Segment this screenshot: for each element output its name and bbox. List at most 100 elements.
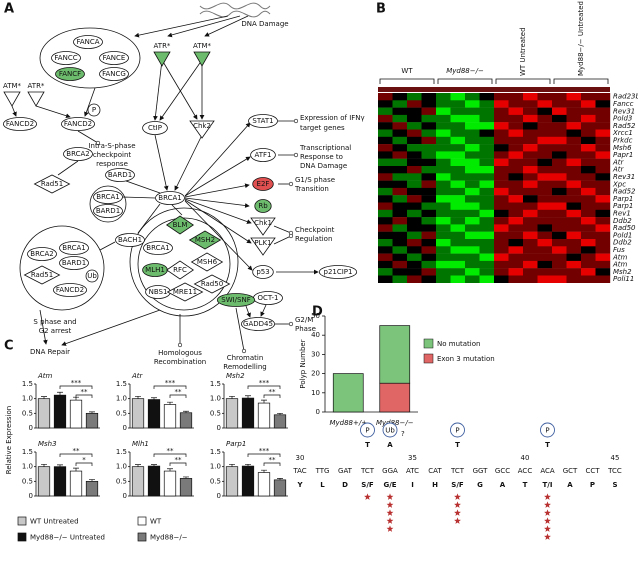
heatmap-cell [494, 239, 509, 247]
heatmap-cell [392, 166, 408, 174]
error-bar [89, 479, 95, 482]
heatmap-cell [436, 268, 451, 276]
group-label: WT Untreated [519, 27, 527, 76]
heatmap-cell [595, 187, 611, 196]
heatmap-cell [523, 122, 538, 130]
heatmap-cell [465, 122, 480, 130]
mutation-star [386, 517, 394, 524]
heatmap-cell [595, 173, 611, 181]
heatmap-cell [392, 144, 408, 152]
y-tick-label: 1.0 [22, 463, 33, 471]
heatmap-cell [494, 107, 509, 116]
heatmap-cell [508, 129, 524, 137]
heatmap-cell [494, 144, 509, 152]
heatmap-cell [552, 173, 567, 181]
heatmap-cell [595, 275, 611, 283]
node-shape [250, 148, 276, 162]
heatmap-cell [494, 231, 509, 240]
panel-label: C [4, 339, 14, 354]
modification-circle [382, 422, 398, 438]
chart-title: Mlh1 [132, 440, 149, 448]
bar-segment [379, 382, 411, 413]
node-label: p21CIP1 [324, 268, 353, 276]
heatmap-cell [508, 122, 524, 130]
heatmap-cell [407, 136, 422, 145]
heatmap-cell [494, 93, 509, 101]
heatmap-cell [581, 246, 596, 254]
heatmap-cell [494, 246, 509, 254]
pathway-edge [273, 225, 294, 236]
heatmap-cell [552, 246, 567, 254]
row-label: Fus [613, 246, 625, 254]
y-tick-label: 0.5 [210, 477, 221, 485]
heatmap-cell [450, 122, 466, 130]
heatmap-cell [552, 166, 567, 174]
node-label: FANCD2 [64, 120, 92, 128]
heatmap-cell [392, 173, 408, 181]
heatmap-cell [392, 202, 408, 210]
heatmap-cell [465, 231, 480, 240]
heatmap-cell [378, 166, 393, 174]
row-label: Atr [612, 166, 625, 174]
heatmap-cell [436, 144, 451, 152]
heatmap-cell [552, 253, 567, 262]
mutation-star [544, 517, 551, 524]
row-label: Rad52 [613, 122, 636, 130]
heatmap-cell [552, 114, 567, 123]
heatmap-cell [407, 158, 422, 167]
heatmap-cell [595, 151, 611, 159]
x-tick-label: Myd88+/+ [329, 419, 367, 427]
heatmap-cell [465, 224, 480, 232]
heatmap-cell [436, 224, 451, 232]
node-label: BARD1 [108, 171, 132, 179]
heatmap-cell [537, 187, 553, 196]
row-label: Rev31 [613, 173, 635, 181]
chart-title: Atm [37, 372, 53, 380]
node-label: Rad51 [41, 180, 63, 188]
heatmap-cell [494, 202, 509, 210]
legend-label: No mutation [437, 340, 480, 348]
heatmap-cell [494, 114, 509, 123]
heatmap-cell [450, 195, 466, 203]
node-shape [318, 265, 358, 279]
bar [179, 412, 193, 429]
heatmap-cell [436, 100, 451, 108]
codon: GGA [382, 467, 398, 475]
heatmap-cell [552, 195, 567, 203]
heatmap-cell [537, 136, 553, 145]
node-shape [193, 274, 231, 294]
codon: ACC [518, 467, 533, 475]
heatmap-cell [537, 202, 553, 210]
heatmap-cell [508, 246, 524, 254]
node-label: E2F [257, 180, 270, 188]
heatmap-cell [407, 195, 422, 203]
node-shape [55, 67, 85, 81]
heatmap-cell [479, 151, 495, 159]
significance-label: * [82, 456, 86, 464]
node-shape [61, 117, 96, 131]
heatmap-cell [508, 202, 524, 210]
heatmap-cell [450, 275, 466, 283]
heatmap-cell [595, 122, 611, 130]
heatmap-cell [450, 246, 466, 254]
bar [85, 412, 99, 429]
pathway-edge [204, 15, 249, 37]
node-shape [99, 67, 129, 81]
heatmap-cell [508, 107, 524, 116]
row-label: Xrcc1 [612, 129, 633, 137]
heatmap-cell [479, 173, 495, 181]
heatmap-cell [479, 144, 495, 152]
y-tick-label: 0.5 [22, 477, 33, 485]
group-label: Myd88−/− Untreated [577, 1, 585, 76]
heatmap-cell [392, 268, 408, 276]
row-label: Parp1 [613, 195, 633, 203]
legend-label: WT [150, 518, 162, 526]
y-tick-label: 50 [311, 312, 320, 320]
node-shape [216, 293, 256, 307]
heatmap-cell [421, 100, 437, 108]
heatmap-cell [595, 166, 611, 174]
pathway-edge [159, 59, 203, 121]
group-bracket [553, 78, 609, 84]
heatmap-cell [465, 246, 480, 254]
